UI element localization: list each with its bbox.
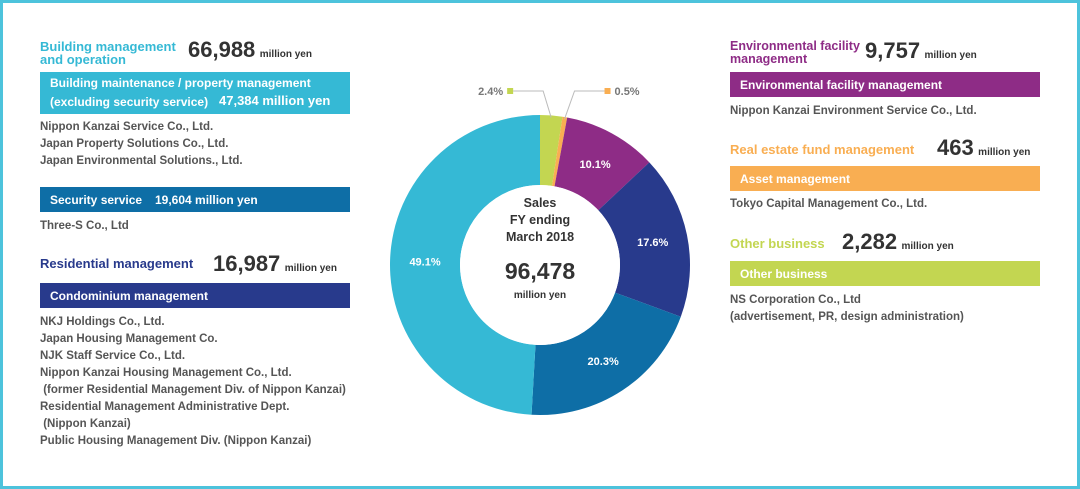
realestate-unit: million yen	[978, 147, 1031, 158]
residential-unit: million yen	[284, 263, 337, 274]
company-item: Nippon Kanzai Environment Service Co., L…	[730, 105, 977, 117]
company-item: Nippon Kanzai Housing Management Co., Lt…	[40, 367, 292, 379]
company-item: Three-S Co., Ltd	[40, 220, 129, 232]
residential-amount: 16,987	[213, 251, 281, 276]
realestate-amount: 463	[937, 135, 974, 160]
slice-label: 17.6%	[637, 237, 668, 249]
sales-donut-chart: 10.1% 17.6% 20.3% 49.1% 2.4% 0.5% Sales FY e…	[389, 86, 690, 415]
building-unit: million yen	[259, 49, 312, 60]
donut-hole	[460, 185, 620, 345]
other-companies: NS Corporation Co., Ltd (advertisement, …	[730, 292, 964, 326]
company-item: (former Residential Management Div. of N…	[40, 384, 346, 396]
other-business-bar-label: Other business	[740, 267, 828, 281]
asset-management-bar-label: Asset management	[740, 172, 851, 186]
realestate-total: 463 million yen	[937, 135, 1030, 161]
environmental-unit: million yen	[924, 50, 977, 61]
other-unit: million yen	[901, 241, 954, 252]
callout-marker	[507, 88, 514, 94]
slice-label: 49.1%	[409, 257, 440, 269]
center-value: 96,478	[505, 258, 576, 284]
donut-slice	[389, 115, 540, 415]
environmental-title-line2: management	[730, 52, 808, 66]
company-item: Japan Housing Management Co.	[40, 333, 218, 345]
environmental-bar-label: Environmental facility management	[740, 78, 943, 92]
other-total: 2,282 million yen	[842, 229, 954, 255]
asset-management-bar: Asset management	[730, 166, 1040, 191]
center-label-line3: March 2018	[506, 230, 574, 244]
condominium-bar: Condominium management	[40, 283, 350, 308]
donut-slice	[554, 117, 650, 211]
company-item: Tokyo Capital Management Co., Ltd.	[730, 198, 928, 210]
environmental-bar: Environmental facility management	[730, 72, 1040, 97]
other-amount: 2,282	[842, 229, 898, 254]
donut-slices	[389, 115, 690, 415]
residential-title: Residential management	[40, 256, 194, 271]
environmental-total: 9,757 million yen	[865, 38, 977, 64]
building-companies: Nippon Kanzai Service Co., Ltd. Japan Pr…	[40, 119, 243, 170]
callout-line	[564, 90, 605, 120]
center-label-line2: FY ending	[510, 213, 570, 227]
donut-slice	[598, 162, 690, 317]
environmental-amount: 9,757	[865, 38, 921, 63]
other-business-bar: Other business	[730, 261, 1040, 286]
company-item: (Nippon Kanzai)	[40, 418, 131, 430]
building-total: 66,988 million yen	[188, 37, 312, 63]
security-bar: Security service 19,604 million yen	[40, 187, 350, 212]
callout-marker	[604, 88, 611, 94]
donut-slice	[552, 116, 568, 187]
company-item: Nippon Kanzai Service Co., Ltd.	[40, 121, 214, 133]
company-item: NKJ Holdings Co., Ltd.	[40, 316, 165, 328]
building-maintenance-bar-line1: Building maintenance / property manageme…	[50, 76, 311, 90]
condominium-bar-label: Condominium management	[50, 289, 209, 303]
donut-slice	[540, 115, 563, 186]
donut-slice	[531, 292, 681, 415]
building-amount: 66,988	[188, 37, 256, 62]
environmental-title-line1: Environmental facility	[730, 39, 860, 53]
donut-labels: 10.1% 17.6% 20.3% 49.1%	[409, 159, 668, 368]
residential-total: 16,987 million yen	[213, 251, 337, 277]
environmental-title: Environmental facility management	[730, 40, 860, 66]
security-bar-amount: 19,604 million yen	[155, 193, 258, 207]
company-item: (advertisement, PR, design administratio…	[730, 311, 964, 323]
company-item: Japan Property Solutions Co., Ltd.	[40, 138, 229, 150]
donut-callouts: 2.4% 0.5%	[478, 86, 640, 120]
slice-label: 2.4%	[478, 86, 503, 98]
center-label-line1: Sales	[524, 196, 557, 210]
realestate-title: Real estate fund management	[730, 142, 915, 157]
slice-label: 20.3%	[588, 356, 619, 368]
company-item: Residential Management Administrative De…	[40, 401, 290, 413]
slice-label: 0.5%	[615, 86, 640, 98]
building-title-line1: Building management	[40, 39, 176, 54]
security-bar-label: Security service	[50, 193, 143, 207]
slice-label: 10.1%	[579, 159, 610, 171]
center-unit: million yen	[514, 290, 566, 301]
other-title: Other business	[730, 236, 825, 251]
callout-line	[513, 90, 552, 118]
company-item: NJK Staff Service Co., Ltd.	[40, 350, 186, 362]
building-title-line2: and operation	[40, 52, 126, 67]
company-item: Public Housing Management Div. (Nippon K…	[40, 435, 312, 447]
company-item: NS Corporation Co., Ltd	[730, 294, 861, 306]
environmental-companies: Nippon Kanzai Environment Service Co., L…	[730, 103, 977, 120]
company-item: Japan Environmental Solutions., Ltd.	[40, 155, 243, 167]
building-maintenance-bar: Building maintenance / property manageme…	[40, 72, 350, 114]
security-companies: Three-S Co., Ltd	[40, 218, 129, 235]
realestate-companies: Tokyo Capital Management Co., Ltd.	[730, 196, 927, 213]
residential-companies: NKJ Holdings Co., Ltd. Japan Housing Man…	[40, 314, 346, 450]
building-maintenance-bar-amount: 47,384 million yen	[219, 93, 331, 108]
building-title: Building management and operation	[40, 40, 176, 66]
building-maintenance-bar-line2: (excluding security service)	[50, 95, 209, 109]
